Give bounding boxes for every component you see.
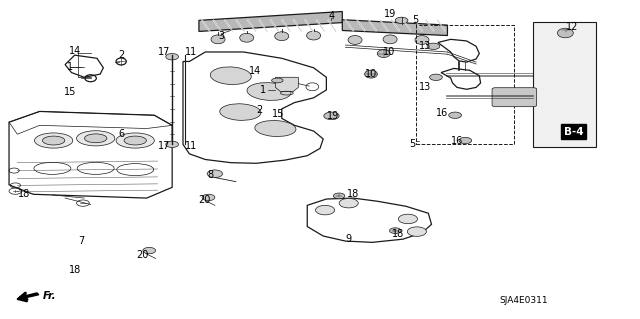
- Text: 5: 5: [410, 139, 415, 149]
- Text: 18: 18: [392, 229, 404, 239]
- Text: 3: 3: [218, 31, 224, 41]
- Circle shape: [398, 214, 417, 224]
- Bar: [415, 25, 515, 144]
- Circle shape: [202, 194, 215, 201]
- Circle shape: [339, 198, 358, 208]
- Circle shape: [207, 170, 223, 178]
- Ellipse shape: [211, 67, 252, 85]
- Text: 16: 16: [436, 108, 449, 118]
- Text: SJA4E0311: SJA4E0311: [500, 296, 548, 305]
- Circle shape: [429, 74, 442, 80]
- Polygon shape: [199, 11, 342, 32]
- Text: 14: 14: [249, 66, 261, 76]
- Ellipse shape: [42, 136, 65, 145]
- Text: 10: 10: [365, 69, 377, 79]
- Circle shape: [427, 43, 440, 49]
- Ellipse shape: [383, 35, 397, 44]
- Text: 11: 11: [185, 141, 197, 151]
- Circle shape: [166, 141, 179, 147]
- Ellipse shape: [255, 121, 296, 137]
- Text: 18: 18: [68, 264, 81, 275]
- Ellipse shape: [378, 50, 390, 57]
- Circle shape: [333, 193, 345, 199]
- Ellipse shape: [116, 133, 154, 148]
- Text: 12: 12: [566, 22, 578, 32]
- Text: 13: 13: [419, 41, 431, 51]
- Text: 10: 10: [383, 47, 395, 57]
- Text: 18: 18: [347, 189, 359, 199]
- Ellipse shape: [247, 83, 291, 100]
- Text: 8: 8: [207, 170, 214, 180]
- Text: 17: 17: [158, 47, 170, 57]
- Ellipse shape: [557, 28, 573, 38]
- Polygon shape: [275, 77, 298, 92]
- Ellipse shape: [275, 32, 289, 41]
- Circle shape: [390, 228, 401, 234]
- Circle shape: [449, 112, 461, 118]
- Ellipse shape: [124, 136, 147, 145]
- Ellipse shape: [271, 78, 283, 83]
- Text: 5: 5: [412, 15, 419, 26]
- Ellipse shape: [365, 70, 378, 78]
- Text: 4: 4: [328, 11, 335, 21]
- Text: 13: 13: [419, 82, 431, 92]
- Text: 2: 2: [257, 105, 262, 115]
- Circle shape: [166, 54, 179, 60]
- Text: 16: 16: [451, 136, 463, 146]
- Text: 19: 19: [326, 111, 339, 121]
- Text: B-4: B-4: [564, 127, 584, 137]
- Polygon shape: [342, 20, 447, 35]
- FancyBboxPatch shape: [492, 88, 537, 107]
- Text: 15: 15: [64, 87, 76, 98]
- Text: 18: 18: [17, 189, 30, 199]
- Text: 1: 1: [260, 85, 266, 95]
- Text: 9: 9: [346, 234, 352, 244]
- Ellipse shape: [84, 134, 107, 143]
- Circle shape: [459, 137, 472, 144]
- Ellipse shape: [35, 133, 73, 148]
- Text: 14: 14: [68, 46, 81, 56]
- Text: 20: 20: [198, 195, 210, 205]
- Circle shape: [316, 205, 335, 215]
- Ellipse shape: [240, 33, 253, 42]
- Ellipse shape: [220, 104, 261, 120]
- Text: 7: 7: [78, 236, 84, 246]
- Text: 1: 1: [67, 62, 73, 72]
- Ellipse shape: [77, 131, 115, 146]
- Text: Fr.: Fr.: [43, 291, 56, 301]
- FancyBboxPatch shape: [534, 22, 596, 147]
- Circle shape: [407, 227, 426, 236]
- Circle shape: [395, 17, 408, 24]
- Ellipse shape: [307, 31, 321, 40]
- Text: 2: 2: [118, 49, 124, 60]
- Text: 15: 15: [273, 109, 285, 119]
- Circle shape: [143, 248, 156, 254]
- Circle shape: [324, 112, 339, 120]
- Text: 11: 11: [185, 47, 197, 57]
- Text: 17: 17: [158, 141, 170, 151]
- Ellipse shape: [211, 35, 225, 44]
- Text: 20: 20: [137, 250, 149, 260]
- Ellipse shape: [348, 35, 362, 44]
- Text: 6: 6: [118, 129, 124, 139]
- Ellipse shape: [415, 35, 429, 44]
- Text: 19: 19: [384, 9, 396, 19]
